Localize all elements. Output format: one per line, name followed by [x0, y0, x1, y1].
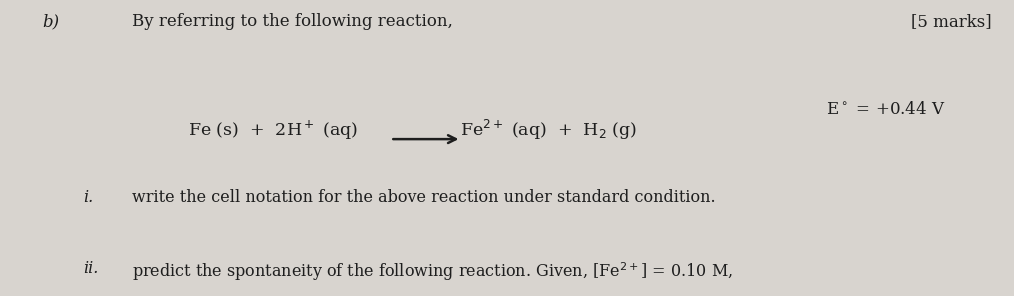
Text: [5 marks]: [5 marks] — [911, 13, 992, 30]
Text: i.: i. — [83, 189, 93, 206]
Text: E$^\circ$ = +0.44 V: E$^\circ$ = +0.44 V — [826, 101, 946, 118]
Text: By referring to the following reaction,: By referring to the following reaction, — [132, 13, 452, 30]
Text: predict the spontaneity of the following reaction. Given, [Fe$^{2+}$] = 0.10 M,: predict the spontaneity of the following… — [132, 260, 733, 283]
Text: Fe (s)  +  2H$^+$ (aq): Fe (s) + 2H$^+$ (aq) — [188, 118, 358, 142]
Text: ii.: ii. — [83, 260, 98, 277]
Text: b): b) — [43, 13, 60, 30]
Text: Fe$^{2+}$ (aq)  +  H$_2$ (g): Fe$^{2+}$ (aq) + H$_2$ (g) — [460, 118, 638, 142]
Text: write the cell notation for the above reaction under standard condition.: write the cell notation for the above re… — [132, 189, 716, 206]
